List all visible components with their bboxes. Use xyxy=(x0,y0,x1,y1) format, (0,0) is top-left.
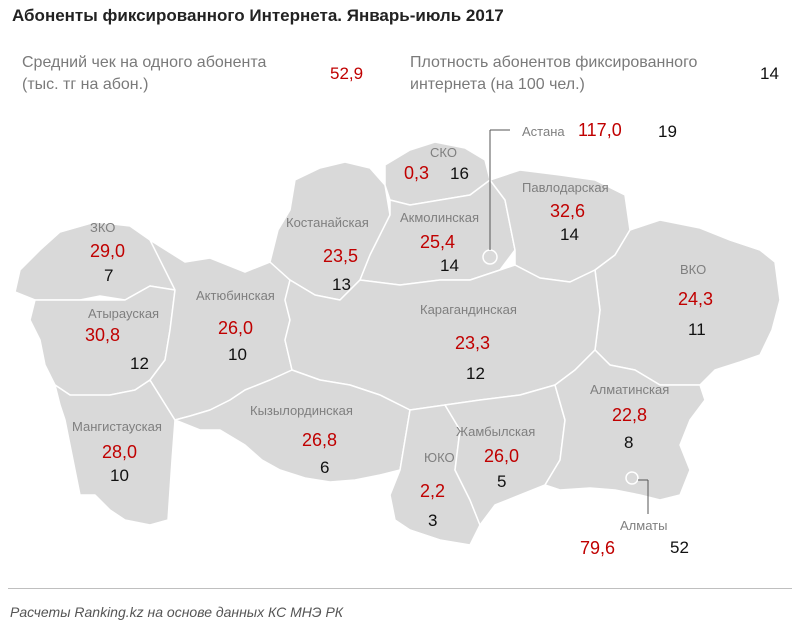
region-density-akmola: 14 xyxy=(440,256,459,275)
region-density-kyzylorda: 6 xyxy=(320,458,330,477)
region-density-yuko: 3 xyxy=(428,511,438,530)
region-check-kyzylorda: 26,8 xyxy=(302,430,338,450)
region-check-zhambyl: 26,0 xyxy=(484,446,520,466)
region-density-vko: 11 xyxy=(688,320,706,339)
source-footnote: Расчеты Ranking.kz на основе данных КС М… xyxy=(10,604,344,620)
density-label: Плотность абонентов фиксированного интер… xyxy=(410,52,697,96)
almaty-marker xyxy=(625,471,639,485)
region-check-almaty: 79,6 xyxy=(580,538,616,558)
region-check-zko: 29,0 xyxy=(90,241,126,261)
region-name-zhambyl: Жамбылская xyxy=(456,424,536,439)
avg-check-label-line2: (тыс. тг на абон.) xyxy=(22,76,149,93)
region-name-aktobe: Актюбинская xyxy=(196,288,275,303)
region-check-atyrau: 30,8 xyxy=(85,325,121,345)
region-check-mangystau: 28,0 xyxy=(102,442,138,462)
region-check-aktobe: 26,0 xyxy=(218,318,254,338)
avg-check-label: Средний чек на одного абонента (тыс. тг … xyxy=(22,52,266,96)
region-name-astana: Астана xyxy=(522,124,565,139)
region-density-kostanay: 13 xyxy=(332,275,351,294)
region-check-karaganda: 23,3 xyxy=(455,333,491,353)
region-name-zko: ЗКО xyxy=(90,220,116,235)
region-name-karaganda: Карагандинская xyxy=(420,302,517,317)
region-density-zko: 7 xyxy=(104,266,114,285)
region-density-pavlodar: 14 xyxy=(560,225,579,244)
region-name-almaty: Алматы xyxy=(620,518,668,533)
region-name-vko: ВКО xyxy=(680,262,707,277)
region-name-yuko: ЮКО xyxy=(424,450,455,465)
region-check-yuko: 2,2 xyxy=(420,481,446,501)
region-shape-zhambyl xyxy=(444,384,566,526)
region-name-almaty-obl: Алматинская xyxy=(590,382,670,397)
avg-check-value: 52,9 xyxy=(330,64,364,83)
region-density-aktobe: 10 xyxy=(228,345,247,364)
region-check-pavlodar: 32,6 xyxy=(550,201,586,221)
region-density-almaty: 52 xyxy=(670,538,689,557)
density-label-line1: Плотность абонентов фиксированного xyxy=(410,54,698,71)
region-shape-mangystau xyxy=(54,379,176,526)
region-name-atyrau: Атырауская xyxy=(88,306,160,321)
region-check-sko: 0,3 xyxy=(404,163,430,183)
region-name-kyzylorda: Кызылординская xyxy=(250,403,353,418)
region-check-astana: 117,0 xyxy=(578,120,622,140)
region-density-sko: 16 xyxy=(450,164,469,183)
region-density-zhambyl: 5 xyxy=(497,472,507,491)
avg-check-label-line1: Средний чек на одного абонента xyxy=(22,54,267,71)
region-density-almaty-obl: 8 xyxy=(624,433,634,452)
page-title: Абоненты фиксированного Интернета. Январ… xyxy=(12,6,504,25)
density-label-line2: интернета (на 100 чел.) xyxy=(410,76,585,93)
footer-divider xyxy=(8,588,792,589)
region-density-astana: 19 xyxy=(658,122,677,141)
region-density-karaganda: 12 xyxy=(466,364,485,383)
region-shape-zko xyxy=(14,221,186,301)
astana-marker xyxy=(482,249,498,265)
region-density-atyrau: 12 xyxy=(130,354,149,373)
region-check-almaty-obl: 22,8 xyxy=(612,405,648,425)
region-name-akmola: Акмолинская xyxy=(400,210,480,225)
region-check-akmola: 25,4 xyxy=(420,232,456,252)
region-density-mangystau: 10 xyxy=(110,466,129,485)
density-value: 14 xyxy=(760,64,779,83)
region-check-vko: 24,3 xyxy=(678,289,714,309)
region-name-kostanay: Костанайская xyxy=(286,215,369,230)
region-name-mangystau: Мангистауская xyxy=(72,419,162,434)
region-name-pavlodar: Павлодарская xyxy=(522,180,609,195)
region-name-sko: СКО xyxy=(430,145,457,160)
region-check-kostanay: 23,5 xyxy=(323,246,359,266)
region-shape-almaty-obl xyxy=(544,349,706,501)
